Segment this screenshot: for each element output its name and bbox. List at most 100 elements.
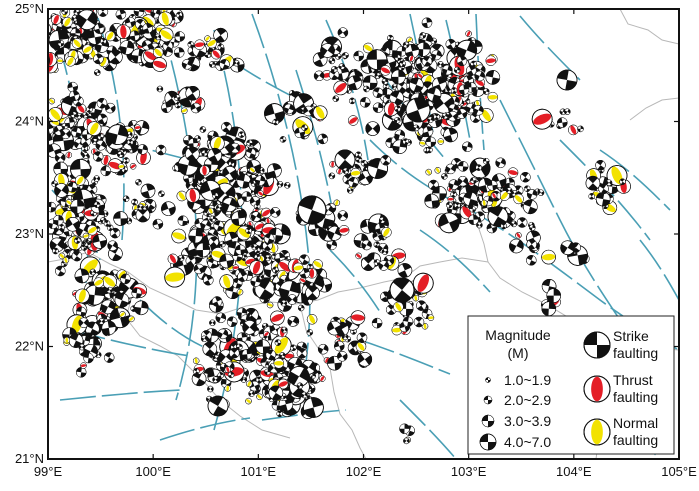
strike-beachball [71,127,82,138]
strike-beachball [97,133,104,141]
normal-beachball [158,11,173,27]
thrust-beachball [211,49,222,60]
lat-tick-label: 23°N [15,226,44,241]
strike-beachball [363,85,370,93]
strike-beachball [174,31,186,42]
lon-tick-label: 105°E [661,464,697,479]
strike-beachball [158,190,165,198]
strike-beachball [162,40,174,52]
strike-beachball [101,320,117,336]
strike-beachball [86,106,93,113]
strike-beachball [92,234,107,249]
strike-beachball [485,377,491,383]
legend-mechanism-label: faulting [613,345,658,361]
strike-beachball [204,51,212,58]
strike-beachball [65,2,72,9]
thrust-beachball [129,163,137,170]
strike-beachball [181,59,193,70]
strike-beachball [100,217,107,224]
normal-beachball-icon [583,418,611,446]
fault-trace [499,99,621,321]
thrust-beachball [75,103,87,114]
strike-beachball [107,240,118,251]
legend-mechanism-label: faulting [613,389,658,405]
strike-beachball [117,151,124,158]
strike-beachball [115,9,127,20]
normal-beachball [58,252,66,260]
strike-beachball [65,217,81,232]
strike-beachball [49,237,65,253]
strike-beachball [133,9,145,17]
legend-magnitude-unit: (M) [508,345,529,361]
normal-beachball [63,337,71,344]
strike-beachball [103,352,115,363]
strike-beachball [93,201,101,208]
strike-beachball [106,286,113,294]
fault-trace [399,399,457,459]
strike-beachball [481,414,495,428]
strike-beachball [233,60,240,67]
legend-magnitude-label: 1.0~1.9 [504,372,551,388]
strike-beachball [52,247,59,255]
strike-beachball [70,199,85,214]
strike-beachball [140,183,156,199]
strike-beachball [95,140,107,151]
strike-beachball [76,9,98,31]
strike-beachball [60,128,72,140]
normal-beachball [152,47,164,58]
strike-beachball [394,54,401,61]
strike-beachball [68,333,84,348]
strike-beachball [83,352,94,364]
normal-beachball [62,256,70,264]
lat-tick-label: 24°N [15,114,44,129]
strike-beachball [94,69,101,76]
thrust-beachball [134,124,141,131]
strike-beachball [54,183,69,198]
strike-beachball [120,273,131,285]
strike-beachball [69,90,80,101]
strike-beachball [399,423,410,434]
strike-beachball [61,9,68,15]
normal-beachball [128,315,135,323]
strike-beachball [33,209,46,222]
strike-beachball [137,144,148,155]
normal-beachball [93,277,104,288]
strike-beachball [72,188,94,210]
legend-magnitude-label: 3.0~3.9 [504,413,551,429]
strike-beachball [87,30,103,45]
fault-trace [251,13,311,401]
strike-beachball [48,22,52,37]
lon-tick-label: 103°E [451,464,487,479]
strike-beachball [97,113,108,125]
normal-beachball [82,44,93,55]
strike-beachball [217,43,225,51]
strike-beachball [546,288,561,303]
lat-tick-label: 25°N [15,1,44,16]
strike-beachball [331,66,338,73]
strike-beachball [236,343,243,351]
normal-beachball [204,35,211,42]
strike-beachball [40,106,47,113]
thrust-beachball [152,57,167,72]
normal-beachball [48,107,63,122]
normal-beachball [82,232,90,240]
thrust-beachball [194,39,205,50]
strike-beachball [219,59,230,70]
fault-trace [519,15,581,81]
strike-beachball [81,145,88,152]
fault-trace [159,417,251,441]
normal-beachball [583,418,611,446]
strike-beachball [74,237,81,244]
strike-beachball [78,317,89,328]
strike-beachball [125,17,136,28]
fault-trace [295,69,335,221]
legend: Magnitude (M) 1.0~1.9 2.0~2.9 3.0~3.9 4.0~7… [467,315,675,455]
strike-beachball [583,331,611,359]
legend-magnitude-title: Magnitude [485,327,551,343]
strike-beachball [57,40,65,47]
thrust-beachball-icon [583,375,611,403]
normal-beachball [75,288,90,304]
strike-beachball [100,38,107,45]
strike-beachball [133,300,149,316]
strike-beachball [76,112,83,120]
